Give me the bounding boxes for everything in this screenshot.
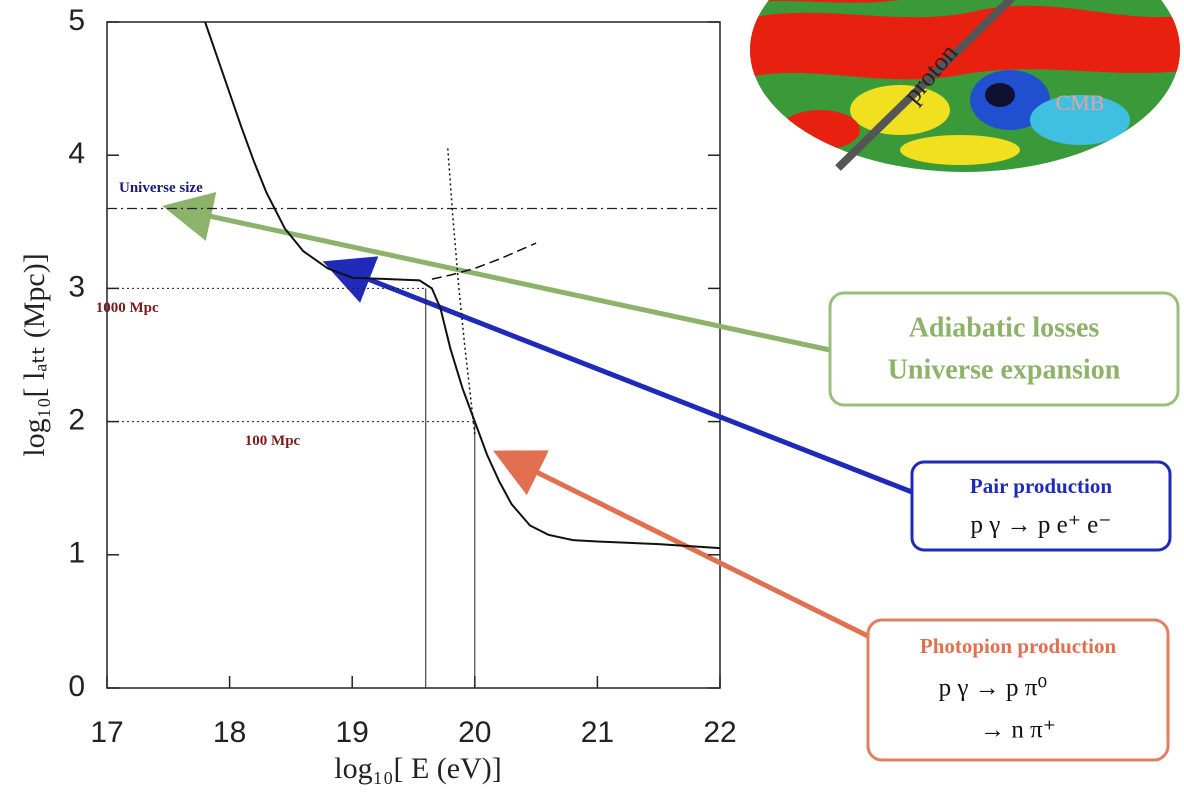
x-tick-label: 19 [336,716,369,749]
x-axis-label: log₁₀[ E (eV)] [334,752,502,785]
annotation-text: → n π⁺ [980,717,1056,744]
x-tick-label: 20 [458,716,491,749]
x-tick-label: 17 [90,716,123,749]
y-tick-label: 3 [68,270,85,303]
annotation-text: Adiabatic losses [909,312,1100,343]
y-tick-label: 4 [68,137,85,170]
x-tick-label: 21 [581,716,614,749]
arrow [322,256,913,495]
reference-label: 1000 Mpc [96,300,159,316]
reference-label: 100 Mpc [245,433,301,449]
reference-label: Universe size [119,180,203,196]
annotation-box [866,618,1170,762]
image-label: CMB [1056,90,1105,115]
annotation-text: p γ → p π⁰ [939,675,1048,702]
data-line [431,242,537,280]
annotation-text: Pair production [970,474,1112,498]
annotation-text: p γ → p e⁺ e⁻ [971,512,1112,539]
x-tick-label: 22 [703,716,736,749]
y-tick-label: 2 [68,404,85,437]
x-tick-label: 18 [213,716,246,749]
annotation-text: Photopion production [920,634,1117,658]
data-line [447,148,476,435]
arrow [162,192,831,353]
arrow [493,450,882,645]
y-tick-label: 5 [68,4,85,37]
data-line [204,21,721,550]
cmb-map [750,0,1180,172]
annotation-box [910,460,1172,552]
y-tick-label: 0 [68,670,85,703]
annotation-text: Universe expansion [888,354,1121,385]
plot-frame [106,21,721,689]
y-axis-label: log₁₀[ lₐₜₜ (Mpc)] [18,253,51,456]
proton-track [835,0,1016,171]
y-tick-label: 1 [68,537,85,570]
annotation-box [828,291,1180,407]
